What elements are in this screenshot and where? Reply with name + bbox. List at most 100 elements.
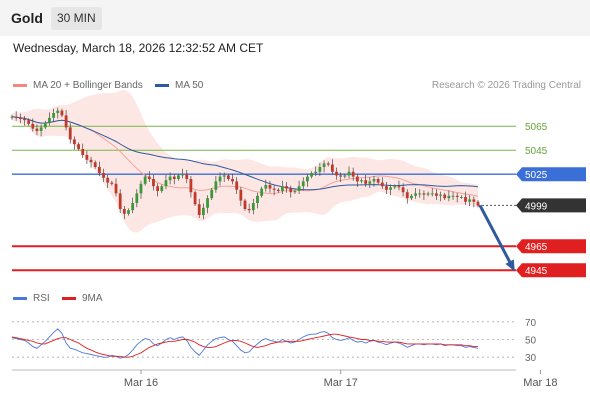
candle-body	[52, 113, 56, 118]
candle-body	[43, 122, 47, 128]
candle-body	[389, 187, 393, 190]
x-tick-label: Mar 17	[324, 377, 358, 389]
candle-body	[268, 185, 272, 189]
candle-body	[106, 177, 110, 183]
candle-body	[260, 188, 264, 196]
candle-body	[210, 189, 214, 199]
candle-body	[218, 176, 222, 182]
candle-body	[239, 189, 243, 201]
candle-body	[335, 171, 338, 176]
candle-body	[68, 127, 72, 140]
ma50-line	[11, 116, 479, 191]
legend-rsi-swatch	[13, 297, 27, 300]
candle-body	[10, 116, 14, 118]
candle-body	[23, 119, 26, 121]
candle-body	[77, 144, 80, 149]
candle-body	[127, 210, 130, 214]
candle-body	[85, 155, 89, 160]
candle-body	[39, 127, 43, 131]
resistance-label-5045: 5045	[525, 146, 548, 157]
legend-ma20-swatch	[13, 84, 27, 87]
rsi-tick-label: 50	[525, 336, 537, 347]
candle-body	[376, 179, 380, 183]
candle-body	[385, 186, 388, 190]
candle-body	[439, 194, 442, 196]
legend-ma50-label: MA 50	[175, 80, 204, 91]
candle-body	[177, 175, 180, 179]
last-price-label: 4999	[525, 201, 548, 212]
candle-body	[118, 193, 122, 209]
candle-body	[426, 193, 430, 195]
candle-body	[139, 183, 143, 194]
chart-datetime: Wednesday, March 18, 2026 12:32:52 AM CE…	[13, 41, 264, 55]
candle-body	[89, 159, 93, 163]
support-label-4965: 4965	[525, 242, 548, 253]
candle-body	[206, 198, 209, 208]
candle-body	[447, 195, 451, 199]
candle-body	[110, 182, 114, 184]
candle-body	[422, 193, 426, 195]
candle-body	[231, 179, 234, 182]
candle-body	[434, 193, 438, 196]
candle-body	[401, 187, 405, 193]
candle-body	[476, 201, 480, 206]
candle-body	[360, 180, 363, 182]
candle-body	[197, 204, 201, 215]
candle-body	[147, 176, 151, 179]
candle-body	[164, 180, 168, 187]
candle-body	[351, 171, 355, 177]
candle-body	[318, 167, 322, 172]
candle-body	[314, 171, 318, 173]
candle-body	[143, 176, 147, 184]
candle-body	[276, 189, 280, 191]
candle-body	[285, 186, 289, 189]
header-bar: Gold 30 MIN	[0, 0, 590, 36]
candle-body	[455, 195, 459, 197]
candle-body	[472, 199, 476, 202]
timeframe-button[interactable]: 30 MIN	[51, 7, 102, 30]
candle-body	[256, 195, 259, 203]
support-label-4945: 4945	[525, 266, 548, 277]
candle-body	[135, 193, 139, 203]
candle-body	[393, 186, 397, 188]
bollinger-band	[12, 90, 478, 233]
candle-body	[405, 192, 409, 199]
candle-body	[414, 193, 417, 196]
resistance-label-5065: 5065	[525, 122, 548, 133]
candle-body	[152, 179, 155, 187]
candle-body	[343, 175, 347, 177]
candle-body	[48, 117, 51, 123]
legend-ma20-label: MA 20 + Bollinger Bands	[33, 80, 143, 91]
candle-body	[272, 188, 276, 190]
x-tick-label: Mar 18	[523, 377, 557, 389]
pivot-tag	[516, 167, 586, 182]
candle-body	[31, 123, 35, 129]
legend-rsi: RSI	[13, 293, 50, 304]
candle-body	[364, 180, 368, 184]
candle-body	[468, 199, 472, 202]
forecast-arrow-shaft	[478, 204, 514, 267]
candle-body	[443, 194, 447, 199]
candle-body	[185, 174, 189, 179]
candle-body	[281, 186, 284, 191]
candle-body	[430, 193, 434, 195]
candle-body	[397, 186, 401, 188]
candle-body	[160, 186, 164, 191]
candle-body	[297, 186, 301, 191]
candle-body	[451, 195, 455, 197]
instrument-title: Gold	[11, 10, 43, 26]
candle-body	[189, 179, 193, 193]
candle-body	[330, 164, 334, 172]
legend-ma50-swatch	[155, 84, 169, 87]
candle-body	[355, 176, 359, 182]
support-tag-4945	[516, 263, 586, 278]
candle-body	[73, 139, 76, 145]
candle-body	[122, 209, 126, 214]
candle-body	[60, 110, 64, 116]
candle-body	[64, 115, 68, 128]
candle-body	[172, 176, 176, 179]
legend-9ma-swatch	[62, 297, 76, 300]
candle-body	[214, 181, 218, 190]
legend-rsi-label: RSI	[33, 293, 50, 304]
